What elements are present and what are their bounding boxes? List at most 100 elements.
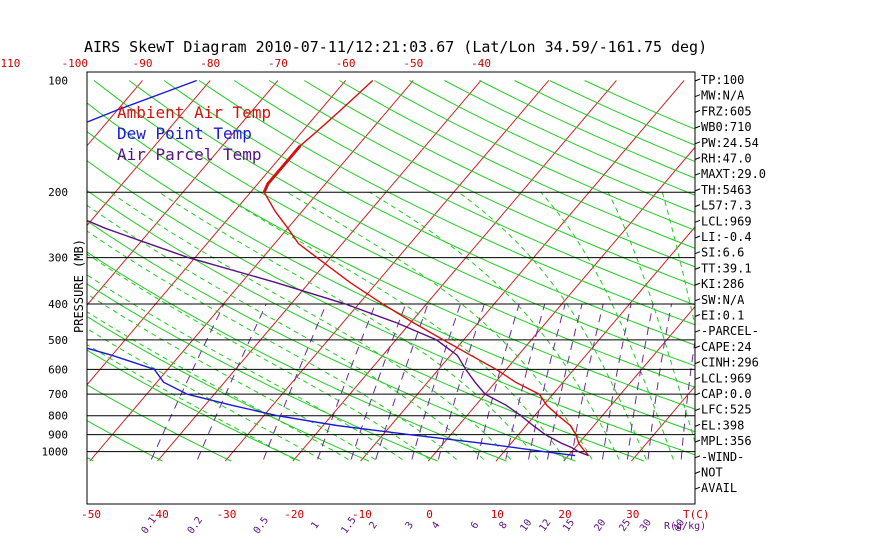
- bottom-temp-tick-label: 30: [626, 508, 639, 521]
- legend-entry: Dew Point Temp: [117, 124, 252, 143]
- pressure-tick-labels: 100 200 300 400 500 600 700 800 900 1000: [42, 74, 69, 458]
- moist-adiabat-line: [110, 191, 512, 460]
- moist-adiabat-line: [458, 191, 647, 460]
- index-tick: [694, 282, 701, 286]
- isotherm-line: [427, 146, 695, 462]
- isotherm-line: [87, 80, 347, 386]
- mixing-ratio-tick-label: 0.5: [252, 515, 271, 536]
- index-label: MW:N/A: [701, 89, 745, 103]
- dry-adiabat-line: [409, 80, 695, 214]
- dry-adiabat-line: [304, 80, 695, 268]
- mixing-ratio-line: [528, 303, 566, 460]
- index-label: SI:6.6: [701, 246, 744, 260]
- index-tick: [694, 204, 701, 208]
- grid-lines: [0, 80, 695, 462]
- index-tick: [694, 345, 701, 349]
- pressure-tick-label: 1000: [42, 446, 69, 459]
- index-label: MAXT:29.0: [701, 167, 766, 181]
- isotherm-line: [0, 80, 7, 461]
- index-label: PW:24.54: [701, 136, 759, 150]
- index-label: SW:N/A: [701, 293, 745, 307]
- index-tick: [694, 219, 701, 223]
- index-label: TH:5463: [701, 183, 752, 197]
- pressure-tick-label: 600: [48, 363, 68, 376]
- pressure-tick-label: 400: [48, 298, 68, 311]
- index-tick: [694, 78, 701, 82]
- isotherm-line: [89, 80, 414, 462]
- mixing-ratio-tick-label: 12: [537, 517, 553, 533]
- index-tick: [694, 329, 701, 333]
- legend: Ambient Air Temp Dew Point Temp Air Parcel…: [117, 103, 271, 164]
- bottom-temp-unit-label: T(C): [683, 508, 710, 521]
- dry-adiabat-line: [233, 80, 695, 306]
- dry-adiabat-line: [87, 189, 645, 462]
- dry-adiabat-line: [339, 80, 695, 249]
- top-temp-tick-label: -110: [0, 57, 20, 70]
- mixing-ratio-line: [350, 303, 407, 460]
- index-tick: [694, 408, 701, 412]
- index-label: -WIND-: [701, 450, 744, 464]
- series-lines: [87, 79, 590, 457]
- dry-adiabat-line: [87, 130, 695, 433]
- isotherm-line: [495, 226, 695, 462]
- dry-adiabat-line: [93, 80, 695, 388]
- top-temp-tick-label: -40: [471, 57, 491, 70]
- mixing-ratio-line: [150, 303, 225, 460]
- moist-adiabat-line: [87, 274, 403, 460]
- bottom-temp-tick-label: 10: [491, 508, 504, 521]
- legend-entry: Air Parcel Temp: [117, 145, 262, 164]
- mixing-ratio-tick-label: 4: [430, 520, 442, 531]
- index-tick: [694, 314, 701, 317]
- moist-adiabat-line: [87, 311, 349, 460]
- dry-adiabat-line: [0, 81, 25, 462]
- mixing-ratio-line: [411, 303, 461, 460]
- bottom-temp-tick-label: -30: [217, 508, 237, 521]
- top-temp-tick-label: -70: [268, 57, 288, 70]
- index-tick: [694, 157, 701, 160]
- chart-title: AIRS SkewT Diagram 2010-07-11/12:21:03.6…: [84, 38, 707, 56]
- bottom-temp-tick-label: -20: [284, 508, 304, 521]
- isotherm-line: [360, 80, 685, 462]
- bottom-temp-tick-label: -10: [352, 508, 372, 521]
- mixing-ratio-line: [680, 337, 695, 460]
- index-tick: [694, 251, 701, 255]
- index-label: LI:-0.4: [701, 230, 752, 244]
- mixing-ratio-tick-label: 10: [518, 517, 534, 533]
- moist-adiabat-line: [369, 191, 620, 460]
- moist-adiabat-line: [87, 204, 485, 460]
- index-label: AVAIL: [701, 481, 737, 495]
- index-tick: [694, 172, 701, 176]
- index-tick: [694, 266, 701, 270]
- pressure-tick-label: 500: [48, 334, 68, 347]
- pressure-tick-label: 800: [48, 410, 68, 423]
- mixing-ratio-line: [626, 303, 654, 460]
- bottom-temp-tick-label: 20: [558, 508, 571, 521]
- moist-adiabat-line: [87, 343, 295, 460]
- moist-adiabat-line: [216, 191, 566, 460]
- mixing-ratio-line: [263, 303, 327, 460]
- index-tick: [694, 376, 701, 380]
- isotherm-line: [292, 80, 617, 462]
- dry-adiabat-line: [87, 220, 576, 462]
- y-axis-label: PRESSURE (MB): [72, 239, 86, 333]
- moist-adiabat-line: [607, 191, 695, 444]
- isotherm-line: [631, 385, 695, 462]
- index-tick: [694, 125, 701, 129]
- dry-adiabat-line: [198, 80, 695, 326]
- top-temp-tick-label: -80: [200, 57, 220, 70]
- mixing-ratio-tick-label: 30: [638, 518, 654, 534]
- index-tick: [694, 486, 701, 490]
- top-temp-tick-label: -50: [403, 57, 423, 70]
- mixing-ratio-line: [476, 303, 520, 460]
- moist-adiabat-line: [87, 253, 430, 460]
- index-label: WB0:710: [701, 120, 752, 134]
- mixing-ratio-line: [547, 303, 583, 460]
- ambient-tropopause-segment: [262, 144, 302, 193]
- index-tick: [694, 423, 701, 427]
- index-label: L57:7.3: [701, 199, 752, 213]
- mixing-ratio-line: [647, 303, 672, 460]
- moist-adiabat-line: [87, 293, 376, 460]
- mixing-ratio-unit-label: R(g/kg): [664, 521, 706, 532]
- moist-adiabat-line: [158, 191, 539, 460]
